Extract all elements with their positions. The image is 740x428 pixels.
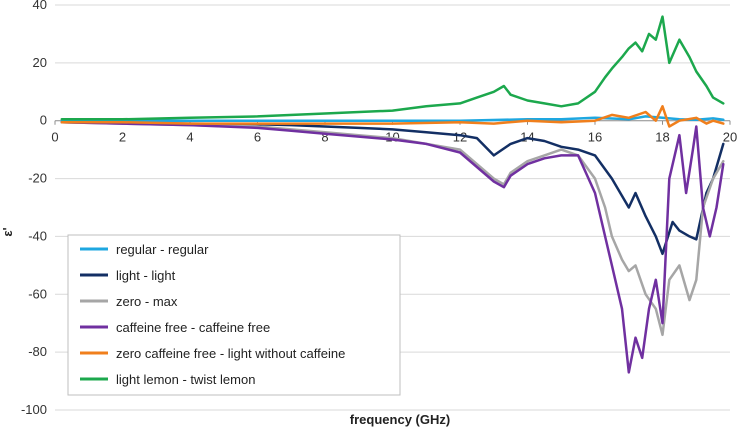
legend-label-0: regular - regular xyxy=(116,242,209,257)
x-tick-label: 6 xyxy=(254,130,261,145)
series-line-2 xyxy=(60,120,725,337)
series-line-4 xyxy=(60,105,725,128)
y-tick-label: -20 xyxy=(28,171,47,186)
x-tick-label: 2 xyxy=(119,130,126,145)
x-tick-label: 0 xyxy=(51,130,58,145)
series-line-5 xyxy=(60,15,725,121)
x-tick-label: 20 xyxy=(723,130,737,145)
legend-label-5: light lemon - twist lemon xyxy=(116,372,255,387)
x-tick-label: 8 xyxy=(321,130,328,145)
x-tick-label: 12 xyxy=(453,130,467,145)
y-tick-label: 0 xyxy=(40,113,47,128)
y-tick-label: -40 xyxy=(28,228,47,243)
y-tick-label: -100 xyxy=(21,402,47,417)
y-tick-label: -80 xyxy=(28,344,47,359)
series-line-3 xyxy=(60,120,725,374)
legend-label-3: caffeine free - caffeine free xyxy=(116,320,270,335)
legend: regular - regular light - light zero - max… xyxy=(67,234,401,396)
series-line-1 xyxy=(60,120,725,256)
legend-label-2: zero - max xyxy=(116,294,178,309)
y-tick-label: -60 xyxy=(28,286,47,301)
x-tick-label: 18 xyxy=(655,130,669,145)
legend-label-4: zero caffeine free - light without caffe… xyxy=(116,346,345,361)
y-tick-label: 40 xyxy=(33,0,47,12)
series-lines xyxy=(60,15,725,374)
x-axis-title: frequency (GHz) xyxy=(350,412,450,427)
legend-label-1: light - light xyxy=(116,268,176,283)
y-axis-title: ε' xyxy=(0,227,15,236)
y-tick-label: 20 xyxy=(33,55,47,70)
x-tick-label: 4 xyxy=(186,130,193,145)
x-tick-label: 16 xyxy=(588,130,602,145)
